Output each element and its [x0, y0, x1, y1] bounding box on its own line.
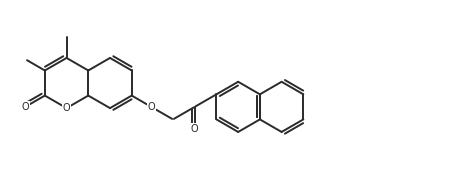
Text: O: O [148, 102, 155, 112]
Text: O: O [63, 103, 71, 113]
Text: O: O [191, 124, 199, 134]
Text: O: O [22, 102, 30, 112]
